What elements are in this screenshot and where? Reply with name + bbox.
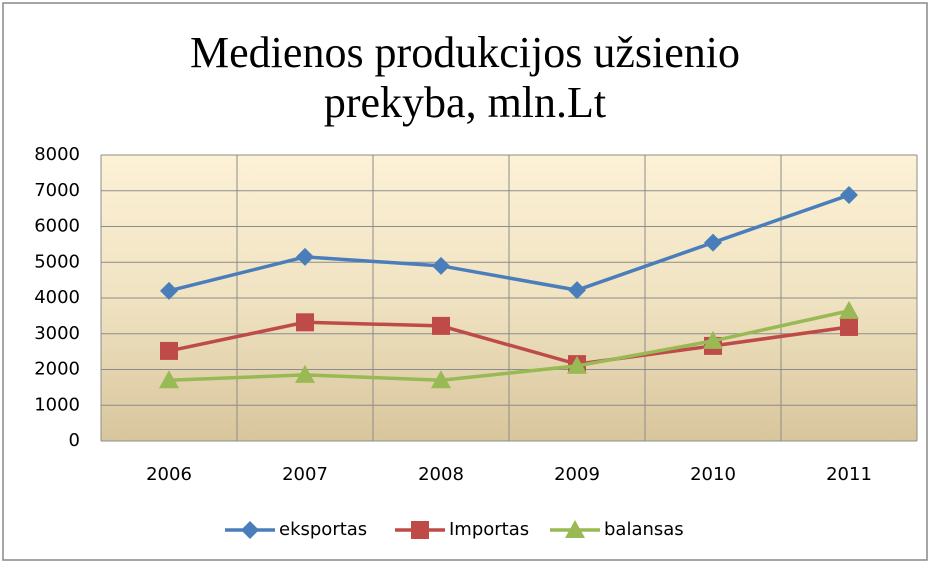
y-tick-label: 6000 <box>34 216 80 237</box>
chart-title: Medienos produkcijos užsienio prekyba, m… <box>190 28 740 127</box>
data-point <box>839 300 859 319</box>
data-point <box>295 364 315 383</box>
legend-marker <box>241 521 259 539</box>
series-line <box>168 193 850 293</box>
legend-label: eksportas <box>279 519 367 540</box>
series-line <box>168 309 850 382</box>
legend-label: Importas <box>449 519 529 540</box>
data-point <box>840 186 858 205</box>
data-point <box>703 330 723 349</box>
data-point <box>432 316 450 335</box>
data-point <box>567 355 587 374</box>
y-tick-label: 1000 <box>34 394 80 415</box>
x-tick-label: 2010 <box>690 464 736 485</box>
x-tick-label: 2009 <box>554 464 600 485</box>
x-tick-label: 2007 <box>282 464 328 485</box>
legend-marker <box>565 520 585 538</box>
y-tick-label: 0 <box>69 430 80 451</box>
data-point <box>296 313 314 332</box>
y-tick-label: 7000 <box>34 180 80 201</box>
series-line <box>168 320 850 366</box>
legend-label: balansas <box>604 519 684 540</box>
x-tick-label: 2008 <box>418 464 464 485</box>
data-point <box>431 370 451 389</box>
data-point <box>840 317 858 336</box>
x-tick-label: 2006 <box>146 464 192 485</box>
y-tick-label: 8000 <box>34 144 80 165</box>
data-point <box>568 281 586 300</box>
data-point <box>159 370 179 389</box>
data-point <box>296 247 314 266</box>
x-tick-label: 2011 <box>826 464 872 485</box>
data-point <box>432 256 450 275</box>
data-point <box>160 281 178 300</box>
data-point <box>704 233 722 252</box>
y-tick-label: 5000 <box>34 251 80 272</box>
y-tick-label: 3000 <box>34 323 80 344</box>
y-tick-label: 4000 <box>34 287 80 308</box>
data-point <box>160 341 178 360</box>
y-tick-label: 2000 <box>34 359 80 380</box>
legend-marker <box>411 521 429 539</box>
